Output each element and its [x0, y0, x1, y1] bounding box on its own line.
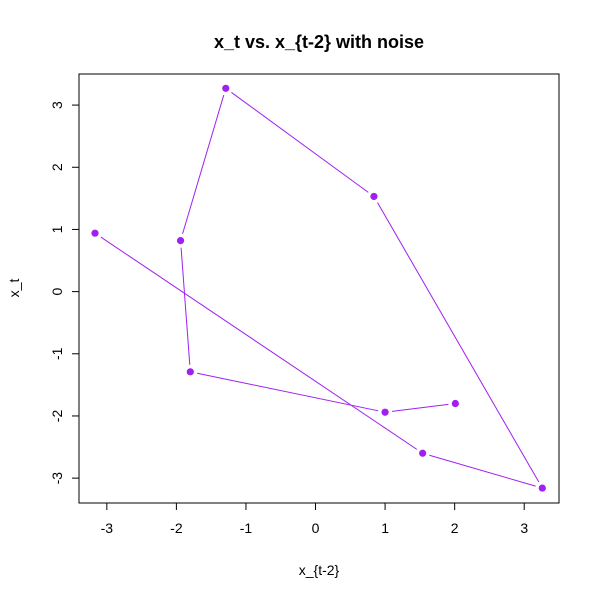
x-axis: -3 -2 -1 0 1 2 3	[101, 502, 528, 536]
y-tick-label: -2	[49, 410, 65, 423]
series-line-segment	[180, 247, 191, 365]
y-tick-label: 1	[49, 225, 65, 233]
data-point	[451, 399, 459, 408]
series-line-segment	[231, 92, 369, 193]
data-point	[419, 449, 427, 457]
series-lines	[100, 92, 540, 487]
series-line-segment	[429, 454, 536, 487]
x-tick-label: -2	[170, 520, 183, 536]
x-tick-label: 3	[520, 520, 528, 536]
y-tick-label: -1	[49, 347, 65, 360]
data-point	[186, 368, 194, 376]
x-tick-label: 0	[312, 520, 320, 536]
y-axis-label: x_t	[6, 279, 22, 298]
series-line-segment	[391, 403, 449, 412]
data-point	[222, 84, 230, 92]
x-tick-label: 2	[451, 520, 459, 536]
data-point	[538, 484, 546, 492]
data-point	[370, 192, 378, 201]
y-tick-label: 0	[49, 288, 65, 296]
y-tick-label: 3	[49, 101, 65, 109]
series-line-segment	[182, 94, 225, 235]
series-line-segment	[100, 236, 418, 450]
x-tick-label: 1	[381, 520, 389, 536]
y-axis: -3 -2 -1 0 1 2 3	[49, 101, 80, 485]
series-points	[91, 84, 546, 492]
y-tick-label: -3	[49, 472, 65, 485]
chart-title: x_t vs. x_{t-2} with noise	[214, 32, 424, 52]
x-tick-label: -3	[101, 520, 114, 536]
data-point	[91, 229, 99, 237]
x-tick-label: -1	[240, 520, 253, 536]
series-line-segment	[377, 202, 540, 483]
series-line-segment	[197, 372, 379, 412]
data-point	[381, 408, 389, 416]
data-point	[176, 237, 185, 245]
x-axis-label: x_{t-2}	[299, 562, 340, 578]
y-tick-label: 2	[49, 163, 65, 171]
plot-area-border	[78, 73, 560, 504]
